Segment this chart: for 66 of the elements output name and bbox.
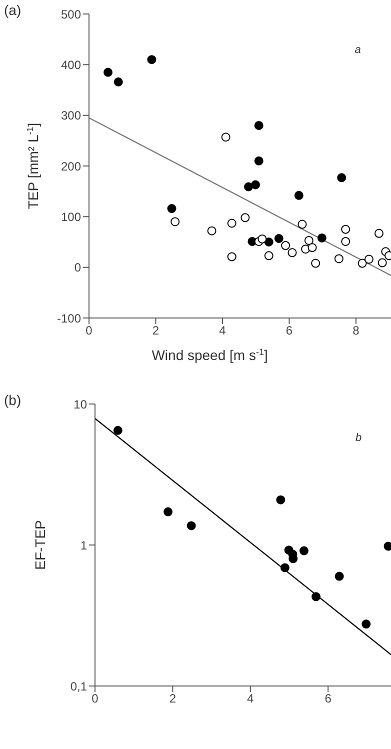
point [254, 156, 264, 166]
y-tick-label: 500 [60, 7, 82, 22]
point [274, 234, 284, 243]
point [364, 254, 374, 264]
point [167, 204, 176, 214]
point [227, 218, 236, 228]
x-tick-label: 6 [286, 324, 293, 338]
y-tick-label: 10 [74, 397, 88, 412]
y-tick-label: 400 [60, 58, 82, 72]
x-tick-label: 8 [352, 324, 360, 338]
y-tick-label: -100 [56, 311, 82, 326]
x-tick-label: 4 [219, 324, 226, 338]
point [299, 546, 308, 556]
y-tick-label: 200 [60, 159, 82, 174]
point [254, 120, 264, 130]
point [221, 132, 230, 142]
point [334, 572, 344, 581]
x-tick-label: 4 [247, 692, 254, 706]
point [378, 258, 387, 268]
point [276, 495, 286, 504]
point [258, 234, 267, 244]
point [170, 217, 180, 226]
x-tick-label: 6 [324, 692, 332, 706]
y-tick-label: 0,1 [70, 679, 88, 694]
point [240, 213, 250, 222]
point [227, 252, 236, 262]
point [294, 190, 304, 200]
point [113, 426, 122, 435]
point [114, 77, 123, 86]
point [186, 521, 196, 530]
point [288, 248, 297, 258]
point [341, 224, 350, 234]
point [312, 592, 321, 602]
point [264, 238, 274, 246]
annotation: b [355, 432, 362, 444]
x-tick-label: 2 [169, 692, 176, 706]
point [104, 68, 113, 77]
y-tick-label: 300 [60, 108, 82, 123]
point [280, 563, 290, 572]
point [362, 620, 371, 629]
x-tick-label: 2 [152, 324, 160, 338]
y-tick-label: 1 [80, 538, 88, 552]
y-tick-label: 100 [60, 210, 82, 224]
point [311, 258, 320, 268]
text: (b) [4, 392, 22, 408]
point [334, 254, 344, 264]
y-tick-label: 0 [74, 260, 82, 275]
point [308, 243, 317, 252]
point [337, 173, 346, 182]
point [164, 507, 173, 516]
point [298, 220, 307, 229]
point [281, 241, 290, 250]
point [341, 236, 350, 246]
point [207, 226, 216, 236]
x-axis-title: Wind speed [m s$^{-1}$] [152, 347, 268, 363]
point [358, 258, 367, 268]
point [317, 233, 326, 242]
point [251, 180, 260, 190]
x-tick-label: 0 [92, 692, 99, 706]
y-axis-title: EF-TEP [32, 520, 48, 570]
point [147, 55, 156, 64]
point [374, 228, 384, 238]
annotation: a [354, 44, 361, 56]
point [304, 236, 314, 245]
text: (a) [4, 2, 22, 18]
point [264, 251, 274, 260]
